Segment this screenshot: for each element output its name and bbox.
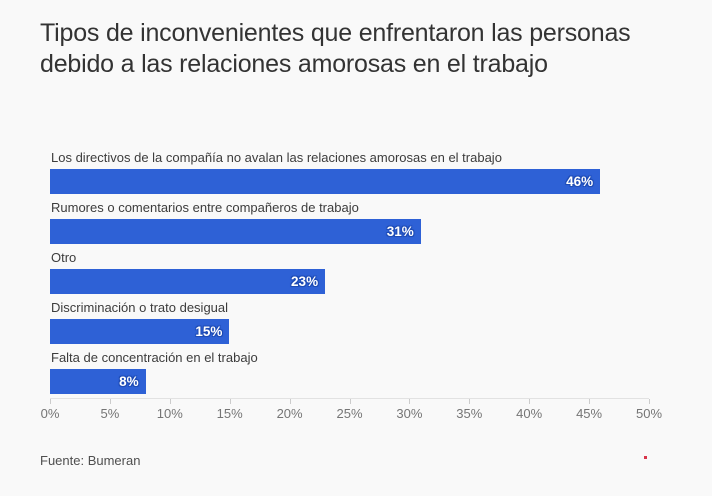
bar-row: Falta de concentración en el trabajo 8% [50, 350, 648, 394]
bar-value-label: 23% [291, 274, 319, 289]
bar-category-label: Discriminación o trato desigual [51, 300, 229, 315]
bar-value-label: 8% [119, 374, 139, 389]
axis-tick [349, 399, 351, 404]
bar: 46% [50, 169, 601, 194]
bar-category-label: Los directivos de la compañía no avalan … [51, 150, 502, 165]
bar-row: Otro 23% [50, 250, 648, 294]
x-axis: 0% 5% 10% 15% 20% 25% 30% 35% 40% 45% 50% [41, 398, 662, 421]
axis-tick [50, 399, 51, 404]
axis-tick-label: 10% [156, 406, 183, 421]
axis-tick-label: 35% [456, 406, 483, 421]
axis-tick-label: 50% [635, 406, 663, 421]
bar-row: Discriminación o trato desigual 15% [50, 300, 648, 344]
chart-title: Tipos de inconvenientes que enfrentaron … [40, 19, 631, 78]
axis-tick [289, 399, 291, 404]
bar-rows: Los directivos de la compañía no avalan … [50, 150, 648, 394]
axis-tick-label: 30% [396, 406, 423, 421]
bar-value-label: 31% [386, 224, 414, 239]
bar-category-label: Falta de concentración en el trabajo [51, 350, 258, 365]
axis-tick [109, 399, 111, 404]
axis-tick [589, 399, 591, 404]
axis-tick [529, 399, 531, 404]
bar-category-label: Rumores o comentarios entre compañeros d… [51, 200, 359, 215]
bar: 8% [50, 369, 146, 394]
axis-tick-label: 45% [576, 406, 603, 421]
axis-tick [229, 399, 231, 404]
axis-tick-label: 25% [336, 406, 363, 421]
bar-value-label: 46% [566, 174, 594, 189]
bar-row: Rumores o comentarios entre compañeros d… [50, 200, 648, 244]
bar: 15% [50, 319, 230, 344]
axis-tick-label: 20% [276, 406, 303, 421]
axis-tick-label: 5% [100, 406, 120, 421]
source-caption: Fuente: Bumeran [40, 453, 141, 468]
axis-tick [649, 399, 650, 404]
axis-tick [169, 399, 171, 404]
bar-category-label: Otro [51, 250, 77, 265]
bar: 31% [50, 219, 421, 244]
bar-chart: Los directivos de la compañía no avalan … [50, 150, 648, 400]
axis-tick-label: 15% [216, 406, 243, 421]
axis-tick-label: 40% [516, 406, 543, 421]
bar-value-label: 15% [195, 324, 223, 339]
bar: 23% [50, 269, 326, 294]
bar-row: Los directivos de la compañía no avalan … [50, 150, 648, 194]
axis-tick [469, 399, 471, 404]
axis-tick [409, 399, 411, 404]
axis-tick-label: 0% [40, 406, 60, 421]
red-dot-artifact [644, 456, 647, 459]
